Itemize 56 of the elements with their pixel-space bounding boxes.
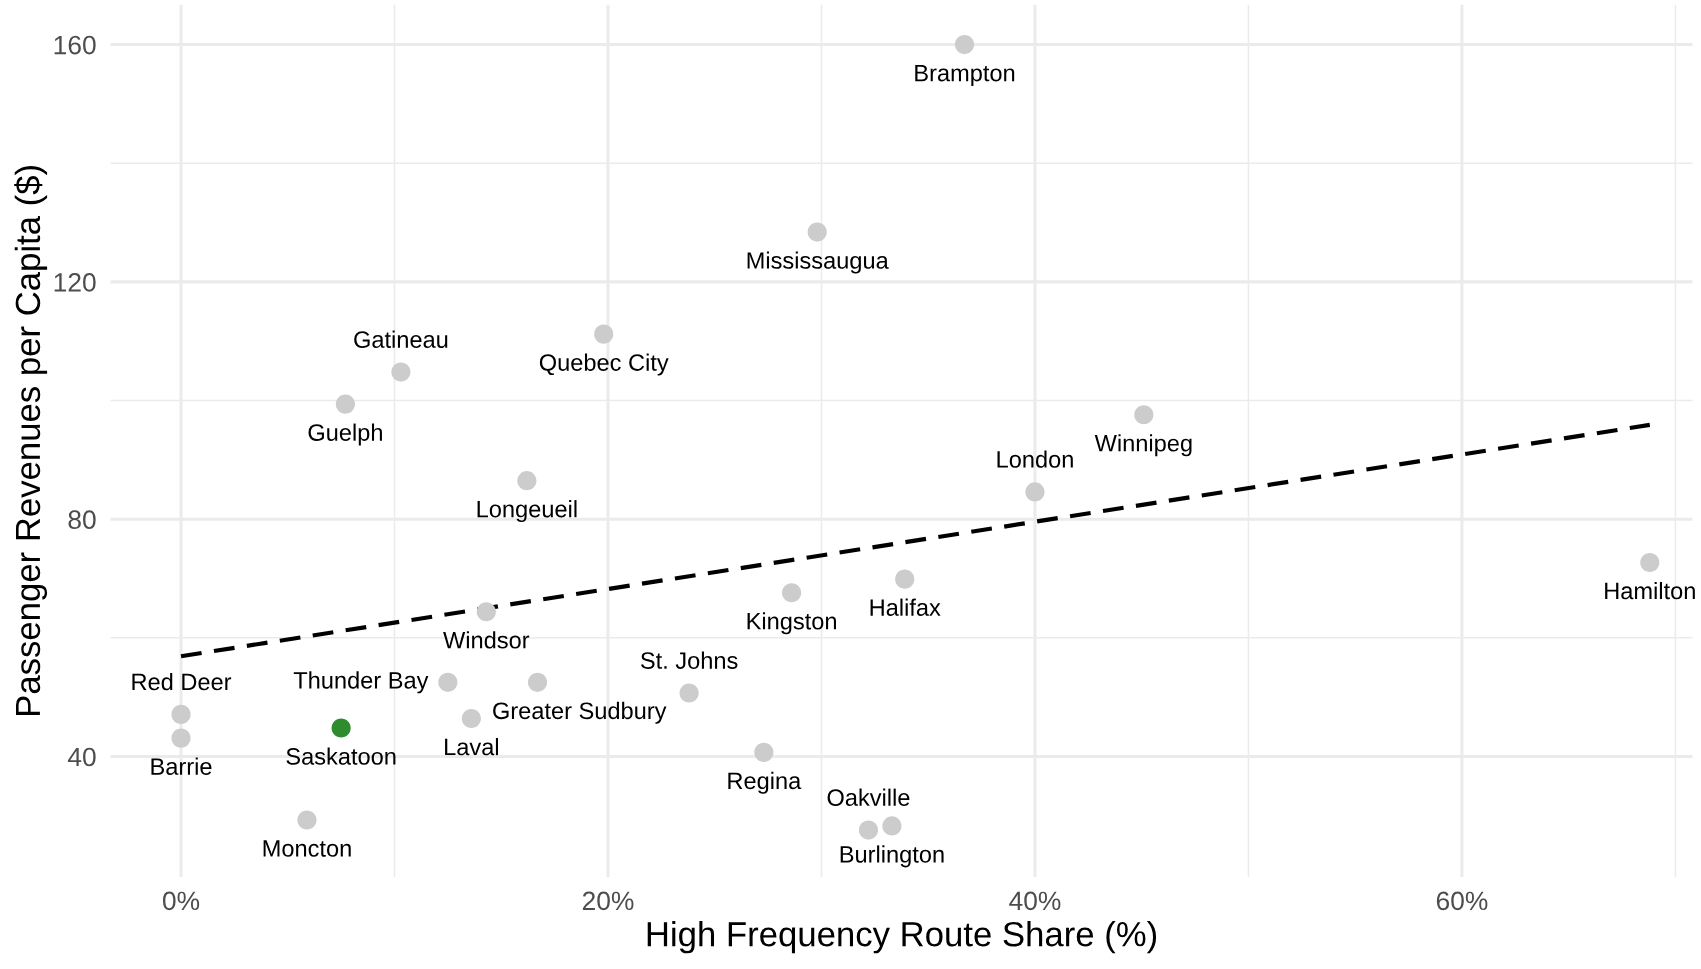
- point: [171, 704, 191, 724]
- point: [438, 672, 458, 692]
- y-tick-label: 80: [68, 510, 96, 530]
- x-tick-label: 0%: [162, 891, 200, 911]
- point: [331, 718, 351, 738]
- annotation: Winnipeg: [1094, 434, 1192, 457]
- annotation: Saskatoon: [286, 747, 396, 765]
- y-tick-label: 160: [54, 35, 96, 55]
- point: [517, 471, 537, 491]
- y-tick-label: 40: [67, 747, 96, 767]
- x-tick-label: 20%: [582, 891, 634, 911]
- point: [895, 569, 915, 589]
- annotation: London: [997, 450, 1073, 468]
- point: [1025, 482, 1045, 502]
- annotation: Thunder Bay: [293, 671, 429, 694]
- annotation: Greater Sudbury: [493, 701, 667, 724]
- annotation: Brampton: [915, 64, 1015, 87]
- annotation: Guelph: [308, 423, 382, 446]
- point: [297, 810, 317, 830]
- point: [954, 35, 975, 55]
- annotation: Gatineau: [354, 330, 448, 348]
- point: [476, 602, 496, 622]
- annotation: Laval: [445, 737, 498, 756]
- point: [679, 683, 699, 703]
- point: [391, 362, 411, 382]
- annotation: Mississaugua: [747, 251, 889, 274]
- annotation: St. Johns: [640, 651, 738, 669]
- point: [461, 708, 481, 729]
- annotation: Barrie: [151, 757, 212, 775]
- annotation: Kingston: [747, 612, 836, 635]
- point: [782, 583, 802, 603]
- point: [807, 222, 827, 242]
- point: [1640, 552, 1660, 573]
- point: [171, 728, 191, 748]
- point: [858, 820, 879, 840]
- y-tick-label: 120: [54, 273, 96, 292]
- annotation: Windsor: [443, 631, 530, 649]
- y-axis-title: Passenger Revenues per Capita ($): [14, 166, 48, 715]
- annotation: Quebec City: [539, 353, 669, 376]
- annotation: Moncton: [263, 840, 351, 857]
- annotation: Hamilton: [1605, 581, 1695, 600]
- point: [882, 816, 902, 836]
- x-tick-label: 60%: [1436, 891, 1488, 911]
- x-axis-title: High Frequency Route Share (%): [647, 920, 1157, 954]
- annotation: Red Deer: [132, 672, 232, 691]
- annotation: Burlington: [840, 845, 944, 868]
- point: [1134, 405, 1154, 425]
- point: [335, 394, 355, 414]
- annotation: Regina: [728, 771, 802, 794]
- annotation: Oakville: [827, 788, 910, 806]
- x-tick-label: 40%: [1009, 891, 1061, 911]
- point: [754, 742, 774, 762]
- point: [594, 324, 614, 344]
- annotation: Longeueil: [477, 500, 577, 523]
- annotation: Halifax: [870, 598, 941, 616]
- point: [527, 672, 548, 692]
